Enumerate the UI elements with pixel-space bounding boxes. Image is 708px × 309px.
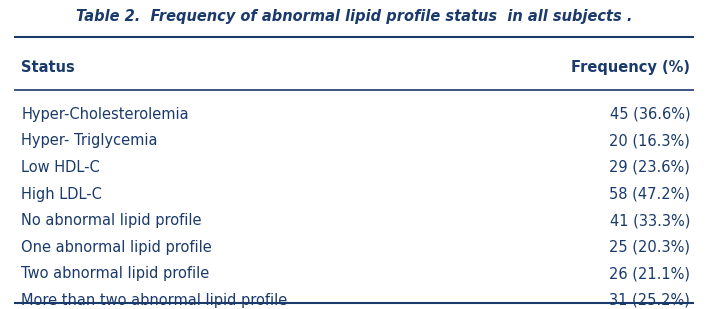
Text: 31 (25.2%): 31 (25.2%) — [610, 293, 690, 308]
Text: One abnormal lipid profile: One abnormal lipid profile — [21, 240, 212, 255]
Text: More than two abnormal lipid profile: More than two abnormal lipid profile — [21, 293, 287, 308]
Text: No abnormal lipid profile: No abnormal lipid profile — [21, 213, 202, 228]
Text: 26 (21.1%): 26 (21.1%) — [610, 266, 690, 281]
Text: 25 (20.3%): 25 (20.3%) — [610, 240, 690, 255]
Text: 29 (23.6%): 29 (23.6%) — [610, 160, 690, 175]
Text: 41 (33.3%): 41 (33.3%) — [610, 213, 690, 228]
Text: Status: Status — [21, 61, 75, 75]
Text: Hyper- Triglycemia: Hyper- Triglycemia — [21, 133, 158, 148]
Text: 45 (36.6%): 45 (36.6%) — [610, 107, 690, 122]
Text: Two abnormal lipid profile: Two abnormal lipid profile — [21, 266, 210, 281]
Text: High LDL-C: High LDL-C — [21, 187, 102, 201]
Text: Table 2.  Frequency of abnormal lipid profile status  in all subjects .: Table 2. Frequency of abnormal lipid pro… — [76, 9, 632, 24]
Text: Low HDL-C: Low HDL-C — [21, 160, 100, 175]
Text: Hyper-Cholesterolemia: Hyper-Cholesterolemia — [21, 107, 189, 122]
Text: Frequency (%): Frequency (%) — [571, 61, 690, 75]
Text: 20 (16.3%): 20 (16.3%) — [610, 133, 690, 148]
Text: 58 (47.2%): 58 (47.2%) — [610, 187, 690, 201]
